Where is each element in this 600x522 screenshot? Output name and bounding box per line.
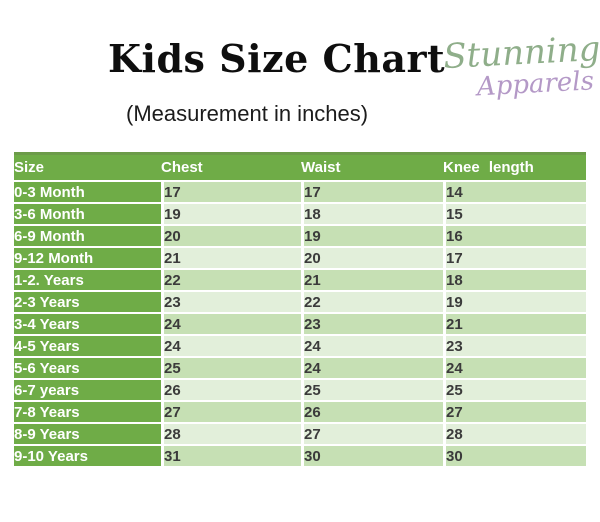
chest-value: 20 [161, 224, 301, 246]
table-row: 7-8 Years 27 26 27 [14, 400, 586, 422]
chest-value: 28 [161, 422, 301, 444]
chest-value: 24 [161, 312, 301, 334]
column-header-knee-length: Knee length [443, 155, 586, 180]
table-row: 6-9 Month 20 19 16 [14, 224, 586, 246]
size-label: 8-9 Years [14, 422, 161, 444]
knee-length-value: 21 [443, 312, 586, 334]
table-row: 3-4 Years 24 23 21 [14, 312, 586, 334]
knee-length-value: 18 [443, 268, 586, 290]
size-label: 6-9 Month [14, 224, 161, 246]
size-label: 1-2. Years [14, 268, 161, 290]
column-header-waist: Waist [301, 155, 443, 180]
size-label: 7-8 Years [14, 400, 161, 422]
table-row: 8-9 Years 28 27 28 [14, 422, 586, 444]
knee-length-value: 28 [443, 422, 586, 444]
chest-value: 23 [161, 290, 301, 312]
size-chart-table: Size Chest Waist Knee length 0-3 Month 1… [14, 152, 586, 466]
waist-value: 25 [301, 378, 443, 400]
chest-value: 26 [161, 378, 301, 400]
page-title: Kids Size Chart [108, 36, 446, 81]
chest-value: 24 [161, 334, 301, 356]
table-row: 9-10 Years 31 30 30 [14, 444, 586, 466]
table-header-row: Size Chest Waist Knee length [14, 155, 586, 180]
brand-logo: Stunning Apparels [442, 29, 600, 103]
brand-logo-subname: Apparels [476, 66, 595, 103]
knee-length-value: 27 [443, 400, 586, 422]
knee-length-value: 17 [443, 246, 586, 268]
waist-value: 27 [301, 422, 443, 444]
knee-length-value: 30 [443, 444, 586, 466]
waist-value: 22 [301, 290, 443, 312]
waist-value: 24 [301, 356, 443, 378]
knee-length-value: 14 [443, 180, 586, 202]
knee-length-value: 23 [443, 334, 586, 356]
table-row: 0-3 Month 17 17 14 [14, 180, 586, 202]
waist-value: 24 [301, 334, 443, 356]
waist-value: 18 [301, 202, 443, 224]
measurement-unit-note: (Measurement in inches) [126, 101, 369, 126]
table-row: 9-12 Month 21 20 17 [14, 246, 586, 268]
size-label: 5-6 Years [14, 356, 161, 378]
chest-value: 31 [161, 444, 301, 466]
chest-value: 17 [161, 180, 301, 202]
chest-value: 25 [161, 356, 301, 378]
size-label: 3-4 Years [14, 312, 161, 334]
knee-length-value: 16 [443, 224, 586, 246]
table-row: 4-5 Years 24 24 23 [14, 334, 586, 356]
knee-length-value: 19 [443, 290, 586, 312]
size-label: 0-3 Month [14, 180, 161, 202]
waist-value: 21 [301, 268, 443, 290]
column-header-chest: Chest [161, 155, 301, 180]
waist-value: 30 [301, 444, 443, 466]
size-label: 4-5 Years [14, 334, 161, 356]
waist-value: 19 [301, 224, 443, 246]
table-row: 5-6 Years 25 24 24 [14, 356, 586, 378]
size-label: 9-12 Month [14, 246, 161, 268]
table-row: 3-6 Month 19 18 15 [14, 202, 586, 224]
size-label: 9-10 Years [14, 444, 161, 466]
table-row: 6-7 years 26 25 25 [14, 378, 586, 400]
table-row: 1-2. Years 22 21 18 [14, 268, 586, 290]
size-label: 6-7 years [14, 378, 161, 400]
chest-value: 22 [161, 268, 301, 290]
knee-length-value: 15 [443, 202, 586, 224]
knee-length-value: 25 [443, 378, 586, 400]
size-label: 3-6 Month [14, 202, 161, 224]
knee-length-value: 24 [443, 356, 586, 378]
chest-value: 19 [161, 202, 301, 224]
table-row: 2-3 Years 23 22 19 [14, 290, 586, 312]
waist-value: 26 [301, 400, 443, 422]
chest-value: 27 [161, 400, 301, 422]
waist-value: 17 [301, 180, 443, 202]
column-header-size: Size [14, 155, 161, 180]
size-label: 2-3 Years [14, 290, 161, 312]
waist-value: 23 [301, 312, 443, 334]
waist-value: 20 [301, 246, 443, 268]
chest-value: 21 [161, 246, 301, 268]
